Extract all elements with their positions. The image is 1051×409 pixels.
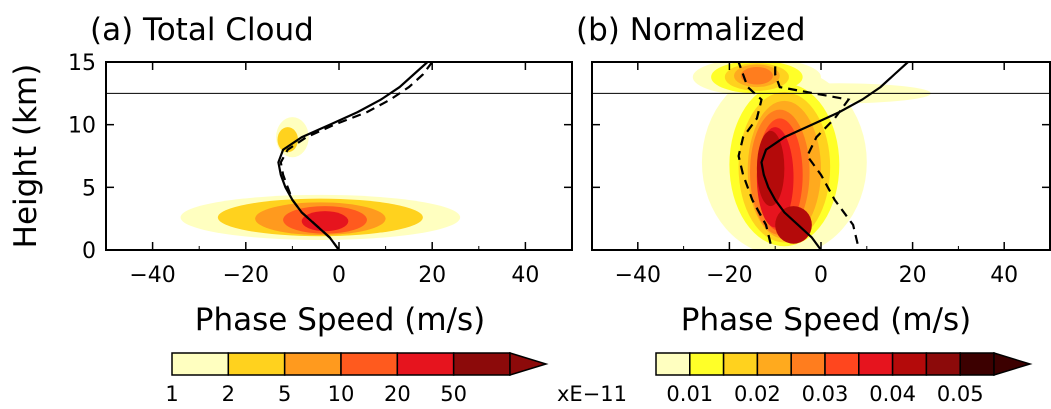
x-tick-label: −20 (223, 263, 269, 288)
panel-a-x-axis-label: Phase Speed (m/s) (195, 302, 485, 338)
profile-line-dashed (737, 62, 772, 244)
x-tick-label: −40 (129, 263, 175, 288)
colorbar-swatch (689, 352, 725, 376)
colorbar-swatch (655, 352, 691, 376)
colorbar-swatch (452, 352, 511, 376)
panel-b: −40 −20 0 20 40 (591, 61, 1051, 288)
x-tick-label: −40 (615, 263, 661, 288)
contour-blob-level-5 (740, 67, 773, 85)
colorbar-label: 0.01 (666, 382, 713, 406)
colorbar-a: 1 2 5 10 20 50 (165, 351, 549, 406)
colorbar-label: 10 (328, 382, 355, 406)
profile-line-solid (277, 62, 429, 250)
y-axis-label: Height (km) (8, 64, 44, 249)
x-tick-label: 20 (899, 263, 927, 288)
colorbar-label: 1 (165, 382, 178, 406)
x-tick-label: 20 (418, 263, 446, 288)
colorbar-label: 5 (278, 382, 291, 406)
colorbar-label: 20 (384, 382, 411, 406)
colorbar-swatch (790, 352, 826, 376)
profile-line-solid (760, 62, 909, 250)
colorbar-swatch (756, 352, 792, 376)
colorbar-label: 0.05 (937, 382, 984, 406)
colorbar-swatch (925, 352, 961, 376)
contour-fill-a (106, 62, 572, 250)
colorbar-swatch (959, 352, 995, 376)
colorbar-swatch (396, 352, 455, 376)
x-tick-label: 0 (332, 263, 346, 288)
colorbar-label: 50 (440, 382, 467, 406)
colorbar-swatch (227, 352, 286, 376)
contour-blob-level-8 (775, 206, 812, 244)
colorbar-swatch (283, 352, 342, 376)
y-tick-label: 15 (68, 51, 96, 76)
colorbar-label: 0.04 (869, 382, 916, 406)
y-tick-label: 10 (68, 114, 96, 139)
colorbar-label: 0.03 (802, 382, 849, 406)
panel-b-title: (b) Normalized (576, 12, 806, 48)
panel-a: −40 −20 0 20 40 0 5 10 15 (68, 51, 573, 288)
colorbar-swatch (340, 352, 399, 376)
colorbar-unit-label: xE−11 (557, 382, 627, 406)
colorbar-label: 0.02 (734, 382, 781, 406)
colorbar-arrow (993, 351, 1033, 377)
colorbar-swatch (824, 352, 860, 376)
colorbar-swatch (891, 352, 928, 376)
colorbar-swatch (171, 352, 230, 376)
panel-a-title: (a) Total Cloud (90, 12, 314, 48)
panel-b-x-axis-label: Phase Speed (m/s) (681, 302, 971, 338)
contour-blob-level-8 (756, 130, 785, 207)
x-tick-label: −20 (706, 263, 752, 288)
profile-line-dashed (279, 62, 434, 250)
colorbar-arrow (509, 351, 549, 377)
colorbar-b: 0.01 0.02 0.03 0.04 0.05 (655, 351, 1033, 406)
x-tick-label: 40 (511, 263, 539, 288)
contour-fill-b (592, 62, 1050, 250)
colorbar-label: 2 (222, 382, 235, 406)
colorbar-swatch (722, 352, 759, 376)
y-tick-label: 5 (82, 176, 96, 201)
colorbar-swatch (858, 352, 894, 376)
profile-line-dashed (774, 62, 859, 244)
y-tick-label: 0 (82, 239, 96, 264)
contour-blob-level-5 (301, 211, 349, 232)
x-tick-label: 40 (990, 263, 1018, 288)
x-tick-label: 0 (814, 263, 828, 288)
